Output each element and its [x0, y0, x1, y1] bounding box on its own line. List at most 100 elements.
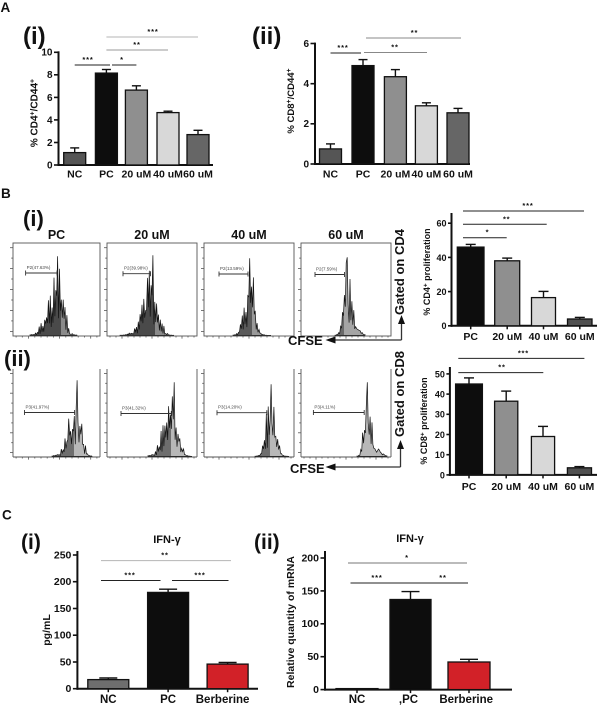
svg-text:PC: PC: [462, 481, 477, 493]
svg-text:PC: PC: [48, 228, 65, 242]
svg-text:8: 8: [47, 70, 53, 81]
svg-text:40: 40: [435, 390, 445, 400]
svg-text:B: B: [1, 186, 11, 201]
svg-text:(ii): (ii): [254, 531, 280, 554]
svg-text:10: 10: [435, 450, 445, 460]
svg-text:20: 20: [435, 430, 445, 440]
svg-text:***: ***: [522, 201, 533, 210]
svg-text:*: *: [120, 55, 124, 64]
svg-text:PC: PC: [99, 169, 114, 181]
svg-text:20: 20: [436, 287, 446, 297]
svg-text:% CD8+/CD44+: % CD8+/CD44+: [286, 68, 297, 133]
svg-text:100: 100: [301, 618, 319, 630]
svg-text:PC: PC: [463, 331, 478, 343]
svg-text:40 uM: 40 uM: [412, 169, 442, 181]
svg-text:4: 4: [47, 115, 53, 126]
svg-text:2: 2: [303, 119, 309, 130]
svg-text:(i): (i): [23, 23, 46, 50]
svg-text:NC: NC: [100, 694, 117, 706]
svg-text:0: 0: [47, 160, 53, 171]
svg-text:(ii): (ii): [252, 23, 281, 50]
svg-text:P3(14.20%): P3(14.20%): [218, 405, 242, 410]
svg-text:P2(39.98%): P2(39.98%): [124, 266, 148, 271]
svg-text:PC: PC: [160, 694, 176, 706]
svg-text:**: **: [503, 214, 510, 223]
svg-text:***: ***: [147, 27, 158, 36]
svg-text:(i): (i): [23, 206, 44, 231]
svg-text:20 uM: 20 uM: [134, 228, 169, 242]
svg-text:20 uM: 20 uM: [122, 169, 152, 181]
svg-text:200: 200: [301, 552, 319, 564]
svg-text:**: **: [133, 40, 140, 49]
svg-text:4: 4: [303, 79, 309, 90]
svg-text:% CD8+ proliferation: % CD8+ proliferation: [419, 377, 429, 464]
svg-text:40 uM: 40 uM: [528, 481, 558, 493]
svg-text:P2(7.59%): P2(7.59%): [316, 267, 338, 272]
svg-text:50: 50: [435, 369, 445, 379]
svg-text:150: 150: [54, 603, 72, 615]
svg-text:20 uM: 20 uM: [492, 331, 522, 343]
svg-text:0: 0: [66, 683, 72, 695]
svg-text:**: **: [391, 43, 398, 52]
svg-text:***: ***: [518, 348, 529, 357]
svg-text:***: ***: [371, 573, 382, 582]
svg-text:200: 200: [54, 576, 72, 588]
svg-text:Gated on CD8: Gated on CD8: [392, 351, 407, 437]
svg-text:% CD4+/CD44+: % CD4+/CD44+: [30, 79, 41, 147]
svg-text:P3(41.97%): P3(41.97%): [26, 405, 50, 410]
svg-text:50: 50: [307, 651, 319, 663]
svg-text:*: *: [486, 228, 490, 237]
svg-text:40 uM: 40 uM: [231, 228, 266, 242]
svg-text:20 uM: 20 uM: [381, 169, 411, 181]
svg-text:**: **: [498, 363, 505, 372]
svg-text:0: 0: [313, 684, 319, 696]
svg-text:PC: PC: [356, 169, 371, 181]
svg-text:NC: NC: [67, 169, 83, 181]
svg-text:pg/mL: pg/mL: [41, 614, 53, 646]
svg-text:6: 6: [47, 93, 53, 104]
svg-text:60 uM: 60 uM: [328, 228, 363, 242]
svg-text:P2(13.59%): P2(13.59%): [220, 266, 244, 271]
svg-text:60 uM: 60 uM: [443, 169, 473, 181]
svg-text:P2(47.63%): P2(47.63%): [27, 265, 51, 270]
svg-text:CFSE: CFSE: [288, 333, 323, 348]
svg-text:100: 100: [54, 630, 72, 642]
svg-text:,PC: ,PC: [399, 694, 418, 706]
svg-text:P3(41.32%): P3(41.32%): [122, 406, 146, 411]
svg-text:0: 0: [440, 470, 445, 480]
svg-text:A: A: [1, 0, 11, 15]
svg-text:6: 6: [303, 39, 309, 50]
svg-text:(ii): (ii): [4, 346, 31, 371]
svg-text:Relative quantity of mRNA: Relative quantity of mRNA: [285, 556, 297, 688]
svg-text:0: 0: [441, 321, 446, 331]
svg-text:***: ***: [337, 43, 348, 52]
svg-text:Gated on CD4: Gated on CD4: [392, 228, 407, 315]
svg-text:**: **: [411, 28, 418, 37]
svg-text:20 uM: 20 uM: [491, 481, 521, 493]
svg-text:CFSE: CFSE: [290, 461, 325, 476]
svg-text:***: ***: [82, 55, 93, 64]
svg-text:40 uM: 40 uM: [153, 169, 183, 181]
svg-text:NC: NC: [323, 169, 339, 181]
svg-text:0: 0: [303, 159, 309, 170]
svg-text:10: 10: [41, 48, 53, 59]
svg-text:30: 30: [435, 410, 445, 420]
svg-text:*: *: [405, 553, 409, 562]
svg-text:60 uM: 60 uM: [565, 331, 595, 343]
svg-text:150: 150: [301, 585, 319, 597]
svg-text:(i): (i): [21, 531, 41, 554]
svg-text:***: ***: [194, 571, 205, 580]
svg-text:IFN-γ: IFN-γ: [396, 533, 424, 545]
svg-text:C: C: [2, 508, 12, 523]
svg-text:60 uM: 60 uM: [565, 481, 595, 493]
svg-text:***: ***: [124, 571, 135, 580]
svg-text:P3(4.11%): P3(4.11%): [314, 405, 335, 410]
svg-text:Berberine: Berberine: [196, 694, 250, 706]
svg-text:IFN-γ: IFN-γ: [153, 534, 181, 546]
svg-text:**: **: [439, 573, 446, 582]
svg-text:60 uM: 60 uM: [183, 169, 213, 181]
svg-text:60: 60: [436, 219, 446, 229]
svg-text:40: 40: [436, 253, 446, 263]
svg-text:250: 250: [54, 549, 72, 561]
svg-text:50: 50: [60, 656, 72, 668]
